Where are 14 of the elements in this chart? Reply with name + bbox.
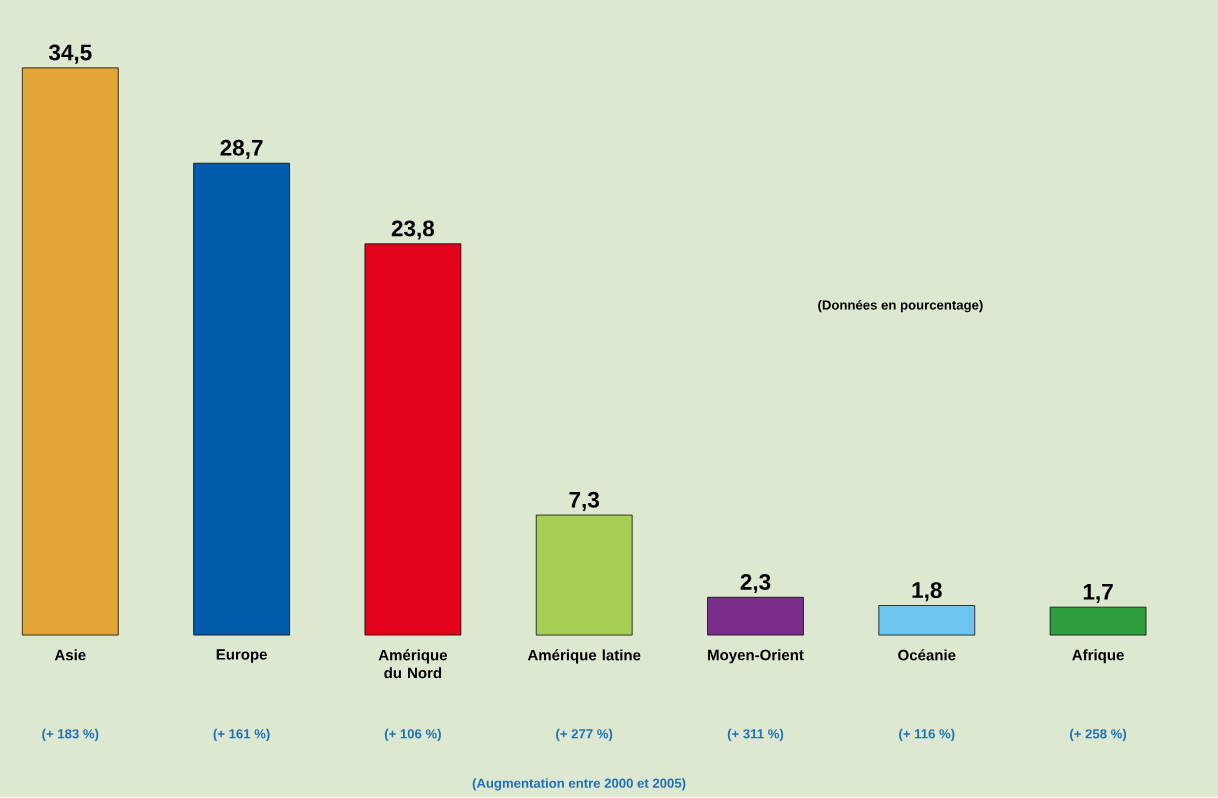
bar bbox=[535, 515, 633, 636]
data-label: 1,8 bbox=[912, 582, 942, 602]
bar bbox=[878, 605, 976, 636]
data-label: 7,3 bbox=[569, 492, 600, 512]
bar bbox=[364, 243, 462, 636]
data-label: 34,5 bbox=[48, 44, 92, 65]
bar bbox=[193, 163, 290, 636]
bar bbox=[707, 597, 804, 636]
bar bbox=[1049, 607, 1147, 636]
data-label: 23,8 bbox=[391, 220, 435, 241]
bar bbox=[21, 67, 119, 636]
data-label: 28,7 bbox=[220, 140, 263, 160]
data-label: 1,7 bbox=[1083, 584, 1113, 604]
data-label: 2,3 bbox=[740, 574, 771, 594]
